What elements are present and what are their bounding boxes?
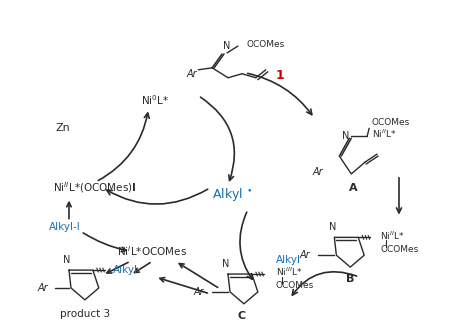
Text: Ni$^0$L*: Ni$^0$L* bbox=[141, 94, 170, 108]
FancyArrowPatch shape bbox=[292, 272, 357, 295]
Text: OCOMes: OCOMes bbox=[371, 118, 409, 127]
Text: Ar: Ar bbox=[194, 287, 204, 297]
FancyArrowPatch shape bbox=[107, 189, 208, 204]
Text: A: A bbox=[349, 183, 358, 193]
Text: Ni$^{III}$L*: Ni$^{III}$L* bbox=[276, 266, 302, 278]
Text: N: N bbox=[342, 131, 349, 141]
Text: 1: 1 bbox=[275, 69, 284, 82]
Text: Ni$^{II}$L*(OCOMes)$\bf{I}$: Ni$^{II}$L*(OCOMes)$\bf{I}$ bbox=[53, 181, 137, 195]
Text: Ar: Ar bbox=[37, 283, 48, 293]
Text: Alkyl: Alkyl bbox=[113, 265, 138, 275]
Text: Zn: Zn bbox=[55, 123, 70, 133]
Text: N: N bbox=[223, 41, 231, 51]
Text: Ar: Ar bbox=[300, 250, 310, 260]
FancyArrowPatch shape bbox=[134, 263, 150, 273]
FancyArrowPatch shape bbox=[98, 113, 149, 181]
Text: N: N bbox=[63, 255, 71, 265]
Text: Ni$^{II}$L*: Ni$^{II}$L* bbox=[380, 229, 405, 242]
Text: Ar: Ar bbox=[187, 69, 198, 79]
Text: N: N bbox=[328, 222, 336, 232]
Text: Ni$^{II}$L*: Ni$^{II}$L* bbox=[372, 128, 397, 141]
FancyArrowPatch shape bbox=[107, 262, 128, 273]
FancyArrowPatch shape bbox=[67, 202, 71, 219]
Text: Alkyl-I: Alkyl-I bbox=[49, 222, 81, 232]
FancyArrowPatch shape bbox=[396, 178, 401, 213]
Text: B: B bbox=[346, 274, 354, 284]
Text: Alkyl: Alkyl bbox=[276, 255, 301, 265]
Text: Ar: Ar bbox=[312, 167, 323, 177]
Text: OCOMes: OCOMes bbox=[276, 282, 314, 290]
Text: N: N bbox=[222, 259, 230, 269]
FancyArrowPatch shape bbox=[201, 97, 234, 181]
Text: OCOMes: OCOMes bbox=[380, 245, 419, 254]
FancyArrowPatch shape bbox=[248, 73, 312, 115]
Text: OCOMes: OCOMes bbox=[247, 40, 285, 48]
FancyArrowPatch shape bbox=[240, 212, 252, 279]
Text: Ni$^I$L*OCOMes: Ni$^I$L*OCOMes bbox=[117, 244, 188, 258]
Text: Alkyl $^{\bullet}$: Alkyl $^{\bullet}$ bbox=[212, 186, 252, 203]
FancyArrowPatch shape bbox=[83, 233, 126, 252]
Text: product 3: product 3 bbox=[60, 309, 110, 319]
FancyArrowPatch shape bbox=[160, 278, 207, 293]
FancyArrowPatch shape bbox=[179, 264, 218, 287]
Text: C: C bbox=[238, 311, 246, 321]
